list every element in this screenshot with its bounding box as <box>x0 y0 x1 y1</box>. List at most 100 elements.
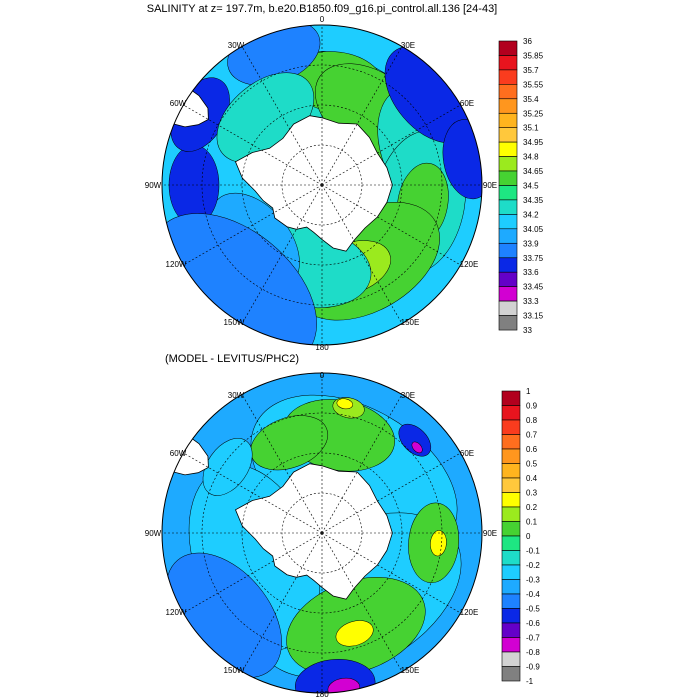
colorbar-swatch <box>501 593 521 609</box>
lon-label-150w: 150W <box>224 666 245 675</box>
contour-region <box>335 620 374 647</box>
lon-label-150e: 150E <box>401 666 420 675</box>
longitude-labels: 0 30E 60E 90E 120E 150E 180 150W 120W 90… <box>145 371 497 699</box>
colorbar-label: 0.6 <box>526 445 538 454</box>
colorbar-label: 35.4 <box>523 95 539 104</box>
colorbar-label: 33.9 <box>523 239 539 248</box>
colorbar-label: 0.5 <box>526 460 538 469</box>
map-boundary <box>161 372 483 694</box>
colorbar-label: 0.8 <box>526 416 538 425</box>
colorbar-swatch <box>498 243 518 259</box>
colorbar-swatch <box>498 55 518 71</box>
colorbar-swatch <box>498 271 518 287</box>
colorbar-label: -0.9 <box>526 663 540 672</box>
lon-label-90w: 90W <box>145 181 162 190</box>
longitude-labels: 0 30E 60E 90E 120E 150E 180 150W 120W 90… <box>145 15 497 352</box>
colorbar-swatch <box>498 199 518 215</box>
colorbar-label: 36 <box>523 37 532 46</box>
colorbar-swatch <box>498 69 518 85</box>
colorbar-swatch <box>501 564 521 580</box>
colorbar-swatch <box>501 521 521 537</box>
lon-label-150w: 150W <box>224 318 245 327</box>
contour-region <box>430 530 447 557</box>
meridian-line <box>241 394 323 534</box>
colorbar-swatch <box>498 214 518 230</box>
colorbar-swatch <box>501 477 521 493</box>
colorbar-label: 0.1 <box>526 518 538 527</box>
colorbar-swatch <box>498 98 518 114</box>
colorbar-swatch <box>501 492 521 508</box>
colorbar-swatch <box>498 84 518 100</box>
map-bottom <box>162 373 482 693</box>
colorbar-label: 34.95 <box>523 138 544 147</box>
colorbar-label: 0.4 <box>526 474 538 483</box>
meridian-line <box>321 46 403 186</box>
meridian-line <box>241 184 323 324</box>
map-boundary <box>161 24 483 346</box>
colorbar-top: 36 35.85 35.7 35.55 35.4 35.25 35.1 34.95 34.8 34… <box>498 37 544 335</box>
meridian-line <box>241 46 323 186</box>
meridian-line <box>241 532 323 672</box>
colorbar-label: 35.7 <box>523 66 539 75</box>
map-top <box>162 25 482 345</box>
colorbar-swatch <box>501 579 521 595</box>
panel-title: (MODEL - LEVITUS/PHC2) <box>165 353 299 365</box>
lon-label-60e: 60E <box>460 99 474 108</box>
colorbar-label: -0.6 <box>526 619 540 628</box>
colorbar-label: -0.8 <box>526 648 540 657</box>
meridian-line <box>321 394 403 534</box>
colorbar-label: 35.55 <box>523 80 544 89</box>
colorbar-label: 0.9 <box>526 402 538 411</box>
lon-label-0: 0 <box>320 371 325 380</box>
latitude-circle <box>201 412 443 654</box>
colorbar-label: 33.6 <box>523 268 539 277</box>
colorbar-label: 35.1 <box>523 124 539 133</box>
colorbar-label: -1 <box>526 677 534 686</box>
colorbar-swatch <box>498 300 518 316</box>
antarctica <box>234 115 393 252</box>
colorbar-swatch <box>501 651 521 667</box>
colorbar-swatch <box>498 257 518 273</box>
latitude-circle <box>281 492 363 574</box>
colorbar-swatch <box>498 315 518 331</box>
colorbar-label: 35.25 <box>523 109 544 118</box>
latitude-circle <box>201 64 443 306</box>
contour-region <box>398 423 432 457</box>
meridian-line <box>321 104 461 186</box>
colorbar-label: -0.3 <box>526 576 540 585</box>
colorbar-label: -0.4 <box>526 590 540 599</box>
contour-region <box>327 677 360 693</box>
colorbar-label: -0.2 <box>526 561 540 570</box>
colorbar-swatch <box>498 228 518 244</box>
lon-label-150e: 150E <box>401 318 420 327</box>
graticule <box>162 373 482 693</box>
colorbar-label: 34.35 <box>523 196 544 205</box>
colorbar-swatch <box>501 550 521 566</box>
colorbar-label: -0.5 <box>526 605 540 614</box>
colorbar-label: -0.1 <box>526 547 540 556</box>
lon-label-60e: 60E <box>460 449 474 458</box>
lon-label-120w: 120W <box>166 260 187 269</box>
panel-bottom: (MODEL - LEVITUS/PHC2) 0 30E 60E 90E 120… <box>145 353 541 699</box>
colorbar-swatch <box>498 170 518 186</box>
colorbar-swatch <box>501 419 521 435</box>
colorbar-swatch <box>498 286 518 302</box>
colorbar-swatch <box>498 185 518 201</box>
colorbar-swatch <box>501 434 521 450</box>
contour-region <box>336 398 353 410</box>
panel-title: SALINITY at z= 197.7m, b.e20.B1850.f09_g… <box>147 3 498 15</box>
meridian-line <box>321 532 403 672</box>
colorbar-swatch <box>501 637 521 653</box>
latitude-circle <box>241 452 403 614</box>
lon-label-60w: 60W <box>170 99 187 108</box>
lon-label-30e: 30E <box>401 41 415 50</box>
colorbar-label: 35.85 <box>523 52 544 61</box>
lon-label-180: 180 <box>315 343 329 352</box>
colorbar-swatch <box>498 113 518 129</box>
colorbar-label: 0.3 <box>526 489 538 498</box>
colorbar-swatch <box>501 622 521 638</box>
colorbar-label: 0.7 <box>526 431 538 440</box>
colorbar-swatch <box>501 448 521 464</box>
latitude-circle <box>241 104 403 266</box>
colorbar-label: 34.05 <box>523 225 544 234</box>
